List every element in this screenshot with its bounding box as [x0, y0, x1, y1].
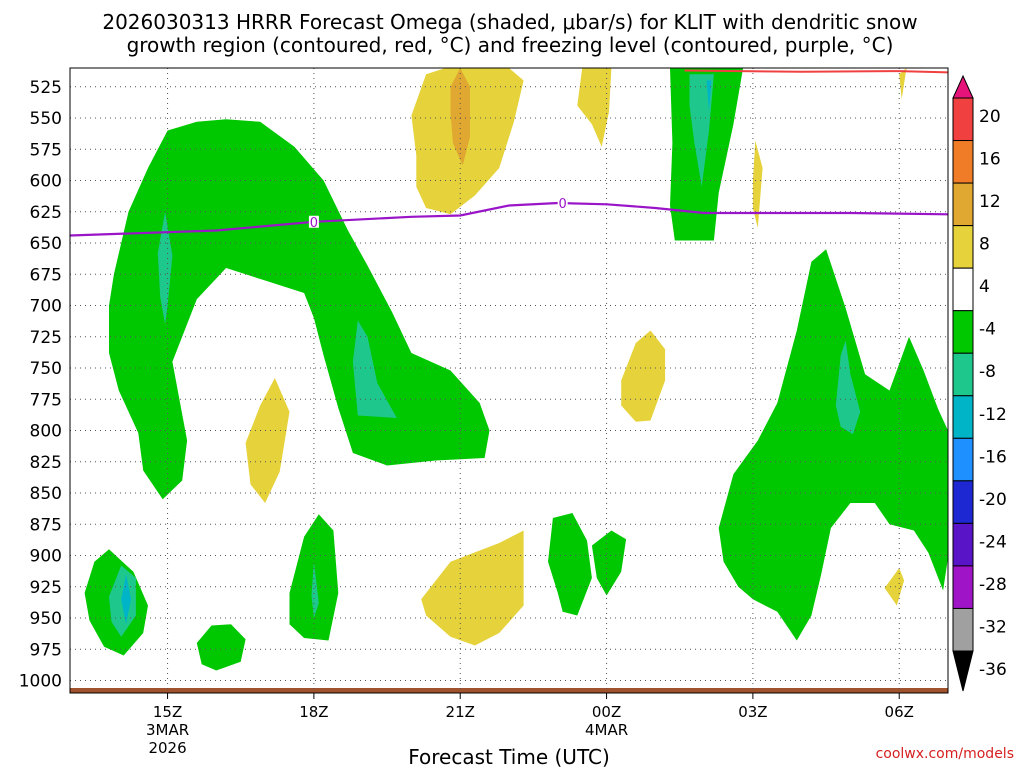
surface-band: [70, 688, 948, 693]
colorbar-swatch: [952, 480, 974, 524]
shaded-regions: [70, 68, 948, 693]
colorbar-swatch: [952, 395, 974, 439]
x-tick-label: 15Z: [153, 703, 182, 721]
colorbar-swatch: [952, 97, 974, 142]
y-tick-label: 650: [30, 234, 62, 254]
colorbar-swatch: [952, 140, 974, 184]
colorbar-swatch: [952, 522, 974, 567]
colorbar-label: -16: [979, 447, 1007, 467]
omega-region-20: [621, 330, 666, 422]
y-tick-label: 675: [30, 265, 62, 285]
colorbar-bottom-arrow: [952, 650, 974, 692]
omega-region-6: [548, 513, 592, 616]
omega-region-18: [752, 140, 763, 228]
colorbar-label: -4: [979, 320, 996, 340]
colorbar-label: -20: [979, 490, 1007, 510]
freezing-level-label-0: 0: [310, 216, 318, 231]
colorbar-label: 8: [979, 235, 990, 255]
colorbar-label: -32: [979, 618, 1007, 638]
plot-area: [70, 68, 948, 693]
colorbar-label: 16: [979, 150, 1001, 170]
colorbar-swatch: [952, 607, 974, 652]
colorbar-label: 12: [979, 192, 1001, 212]
omega-region-13: [311, 561, 319, 618]
y-tick-label: 1000: [19, 672, 62, 692]
freezing-level-label-1: 0: [559, 197, 567, 212]
omega-region-21: [245, 378, 290, 503]
colorbar-label: -36: [979, 660, 1007, 680]
omega-region-24: [450, 68, 470, 166]
y-tick-label: 775: [30, 390, 62, 410]
colorbar-top-arrow: [952, 74, 974, 99]
x-tick-label: 21Z: [446, 703, 475, 721]
chart-title-line1: 2026030313 HRRR Forecast Omega (shaded, …: [102, 10, 917, 34]
y-tick-label: 825: [30, 453, 62, 473]
colorbar-swatch: [952, 352, 974, 397]
omega-region-2: [718, 249, 948, 641]
omega-region-15: [706, 80, 712, 112]
dendritic-growth-line: [684, 69, 948, 74]
x-tick-label: 06Z: [885, 703, 914, 721]
colorbar-swatch: [952, 565, 974, 609]
omega-region-9: [352, 320, 397, 418]
omega-region-17: [577, 68, 612, 147]
y-tick-label: 950: [30, 609, 62, 629]
x-tick-label: 03Z: [738, 703, 767, 721]
y-tick-label: 750: [30, 359, 62, 379]
colorbar-swatch: [952, 225, 974, 269]
y-tick-label: 525: [30, 78, 62, 98]
credit-text[interactable]: coolwx.com/models: [876, 746, 1014, 762]
y-tick-label: 850: [30, 484, 62, 504]
y-tick-label: 625: [30, 203, 62, 223]
plot-frame: [69, 67, 949, 694]
omega-region-1: [670, 68, 744, 241]
x-tick-year: 2026: [148, 739, 186, 757]
omega-region-4: [196, 624, 246, 671]
colorbar-label: 4: [979, 277, 990, 297]
freezing-label-bg-1: [557, 197, 568, 210]
colorbar-label: -12: [979, 405, 1007, 425]
colorbar-label: 20: [979, 107, 1001, 127]
colorbar-swatch: [952, 182, 974, 227]
y-tick-label: 700: [30, 297, 62, 317]
colorbar: 20 16 12 8 4 -4 -8 -12 -16 -20 -24 -28 -32 -36: [952, 74, 1007, 692]
omega-region-19: [899, 68, 907, 100]
y-tick-label: 975: [30, 640, 62, 660]
x-tick-date: 4MAR: [585, 721, 628, 739]
omega-region-23: [884, 568, 905, 606]
x-tick-label: 18Z: [299, 703, 328, 721]
y-tick-label: 900: [30, 547, 62, 567]
colorbar-label: -24: [979, 532, 1007, 552]
omega-region-8: [157, 211, 173, 325]
grid-lines: [70, 68, 948, 693]
y-tick-label: 550: [30, 109, 62, 129]
colorbar-swatch: [952, 437, 974, 482]
x-axis-label: Forecast Time (UTC): [408, 745, 610, 768]
x-tick-label: 00Z: [592, 703, 621, 721]
omega-region-22: [421, 530, 524, 646]
y-axis-ticks: 525 550 575 600 625 650 675 700 725 750 775 800 825 8…: [19, 78, 62, 692]
omega-region-0: [109, 119, 490, 500]
y-tick-label: 725: [30, 328, 62, 348]
chart-title-line2: growth region (contoured, red, °C) and f…: [127, 33, 894, 57]
y-tick-label: 925: [30, 578, 62, 598]
omega-region-11: [835, 340, 861, 435]
omega-region-14: [121, 574, 131, 625]
y-tick-label: 575: [30, 140, 62, 160]
y-tick-label: 875: [30, 515, 62, 535]
colorbar-swatch: [952, 267, 974, 312]
contour-line-group: 00: [70, 69, 948, 237]
colorbar-label: -28: [979, 575, 1007, 595]
contour-lines: 00: [70, 69, 948, 237]
omega-region-10: [689, 74, 714, 187]
colorbar-label: -8: [979, 362, 996, 382]
omega-region-7: [591, 530, 627, 596]
x-tick-date: 3MAR: [146, 721, 189, 739]
y-tick-label: 800: [30, 422, 62, 442]
y-tick-label: 600: [30, 172, 62, 192]
colorbar-swatch: [952, 310, 974, 354]
freezing-label-bg-0: [308, 215, 319, 228]
